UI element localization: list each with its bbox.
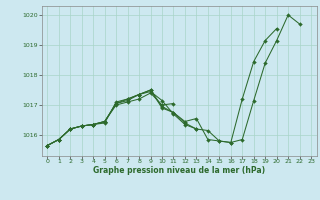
X-axis label: Graphe pression niveau de la mer (hPa): Graphe pression niveau de la mer (hPa): [93, 166, 265, 175]
